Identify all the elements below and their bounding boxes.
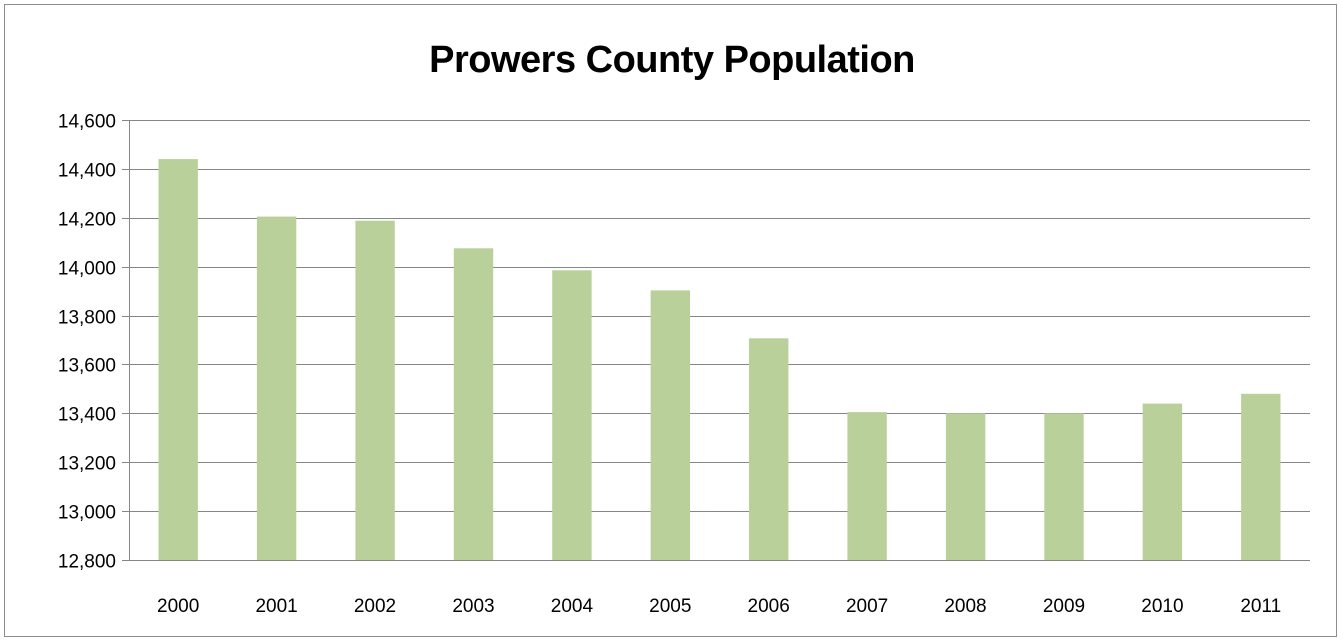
bar-2007 — [847, 412, 887, 560]
y-tick-label: 14,000 — [58, 259, 116, 280]
y-axis-ticks: 12,800 13,000 13,200 13,400 13,600 13,800 14,0… — [58, 112, 116, 573]
bar-2009 — [1044, 413, 1084, 560]
x-tick-label: 2008 — [944, 596, 986, 617]
bar-2004 — [552, 270, 592, 560]
bar-2002 — [355, 220, 395, 560]
y-tick-label: 14,600 — [58, 112, 116, 133]
x-tick-label: 2000 — [157, 596, 199, 617]
bar-2010 — [1142, 403, 1183, 560]
bar-2003 — [453, 248, 494, 561]
y-tick-label: 12,800 — [58, 552, 116, 573]
bars — [158, 159, 1281, 561]
axes — [129, 120, 1310, 561]
y-tick-label: 14,400 — [58, 161, 116, 182]
bar-2008 — [945, 413, 986, 560]
y-tick-label: 14,200 — [58, 210, 116, 231]
x-tick-label: 2007 — [846, 596, 888, 617]
bar-2006 — [749, 338, 789, 560]
y-tick-label: 13,400 — [58, 405, 116, 426]
y-tick-label: 13,800 — [58, 308, 116, 329]
x-tick-label: 2001 — [255, 596, 297, 617]
bar-2000 — [158, 159, 198, 560]
x-tick-label: 2004 — [551, 596, 594, 617]
x-tick-label: 2002 — [354, 596, 396, 617]
bar-2005 — [650, 290, 690, 560]
x-tick-label: 2009 — [1043, 596, 1085, 617]
gridlines — [122, 120, 1310, 561]
x-tick-label: 2003 — [452, 596, 494, 617]
x-tick-label: 2006 — [748, 596, 790, 617]
y-tick-label: 13,200 — [58, 454, 116, 475]
y-tick-label: 13,600 — [58, 356, 116, 377]
x-axis-ticks: 2000 2001 2002 2003 2004 2005 2006 2007 2008 2009… — [157, 596, 1281, 617]
chart-title: Prowers County Population — [429, 39, 915, 81]
x-tick-label: 2011 — [1240, 596, 1281, 617]
bar-2011 — [1241, 393, 1281, 560]
bar-2001 — [256, 216, 297, 560]
x-tick-label: 2005 — [649, 596, 691, 617]
y-tick-label: 13,000 — [58, 503, 116, 524]
x-tick-label: 2010 — [1141, 596, 1183, 617]
